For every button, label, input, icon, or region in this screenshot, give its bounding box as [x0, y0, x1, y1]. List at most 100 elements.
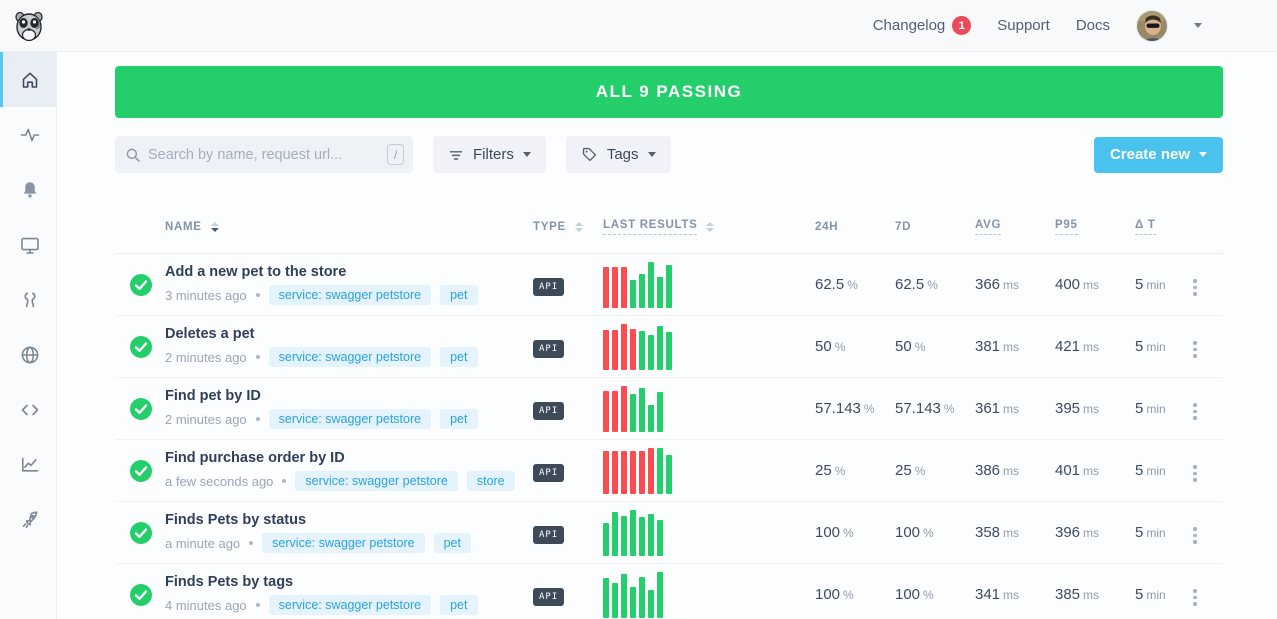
column-header-delta-t[interactable]: Δ T: [1123, 219, 1187, 235]
check-name[interactable]: Add a new pet to the store: [165, 264, 347, 280]
sidebar-item-wrench[interactable]: [0, 272, 56, 327]
account-menu-caret-icon[interactable]: [1194, 23, 1202, 28]
result-bar-red[interactable]: [648, 447, 654, 494]
tag-badge[interactable]: pet: [440, 595, 478, 615]
user-avatar[interactable]: [1136, 9, 1168, 42]
table-row[interactable]: Deletes a pet 2 minutes ago service: swa…: [115, 316, 1223, 378]
table-row[interactable]: Add a new pet to the store 3 minutes ago…: [115, 254, 1223, 316]
result-bar-green[interactable]: [603, 577, 609, 618]
tag-badge[interactable]: service: swagger petstore: [268, 347, 432, 367]
check-name[interactable]: Finds Pets by tags: [165, 574, 294, 590]
sidebar-item-home[interactable]: [0, 52, 56, 107]
result-bar-green[interactable]: [657, 519, 663, 556]
result-bar-green[interactable]: [621, 574, 627, 618]
sidebar-item-activity[interactable]: [0, 107, 56, 162]
result-bar-green[interactable]: [648, 404, 654, 432]
table-row[interactable]: Finds Pets by status a minute ago servic…: [115, 502, 1223, 564]
sidebar-item-code[interactable]: [0, 382, 56, 437]
result-bar-red[interactable]: [639, 451, 645, 494]
row-menu-button[interactable]: [1187, 585, 1203, 610]
table-row[interactable]: Finds Pets by tags 4 minutes ago service…: [115, 564, 1223, 619]
result-bar-green[interactable]: [639, 330, 645, 370]
last-results-chart[interactable]: [603, 509, 803, 556]
result-bar-red[interactable]: [603, 451, 609, 494]
tag-badge[interactable]: store: [466, 471, 515, 491]
tag-badge[interactable]: pet: [440, 285, 478, 305]
tag-badge[interactable]: service: swagger petstore: [268, 595, 432, 615]
result-bar-red[interactable]: [603, 267, 609, 308]
result-bar-red[interactable]: [612, 451, 618, 494]
result-bar-red[interactable]: [603, 391, 609, 432]
row-menu-button[interactable]: [1187, 275, 1203, 300]
result-bar-green[interactable]: [657, 277, 663, 308]
sidebar-item-bell[interactable]: [0, 162, 56, 217]
row-menu-button[interactable]: [1187, 399, 1203, 424]
result-bar-green[interactable]: [657, 571, 663, 618]
result-bar-green[interactable]: [639, 577, 645, 618]
check-name[interactable]: Deletes a pet: [165, 326, 255, 342]
tag-badge[interactable]: pet: [440, 347, 478, 367]
table-row[interactable]: Find purchase order by ID a few seconds …: [115, 440, 1223, 502]
result-bar-green[interactable]: [621, 515, 627, 556]
result-bar-red[interactable]: [621, 385, 627, 432]
table-row[interactable]: Find pet by ID 2 minutes ago service: sw…: [115, 378, 1223, 440]
result-bar-green[interactable]: [630, 587, 636, 618]
result-bar-red[interactable]: [630, 451, 636, 494]
result-bar-green[interactable]: [639, 516, 645, 556]
result-bar-red[interactable]: [630, 329, 636, 370]
sidebar-item-monitor[interactable]: [0, 217, 56, 272]
result-bar-green[interactable]: [648, 261, 654, 308]
result-bar-red[interactable]: [621, 451, 627, 494]
tag-badge[interactable]: pet: [433, 533, 471, 553]
result-bar-green[interactable]: [666, 331, 672, 370]
row-menu-button[interactable]: [1187, 523, 1203, 548]
create-new-button[interactable]: Create new: [1093, 136, 1223, 173]
nav-changelog[interactable]: Changelog 1: [873, 16, 972, 35]
nav-docs[interactable]: Docs: [1076, 17, 1110, 34]
result-bar-red[interactable]: [612, 267, 618, 308]
tag-badge[interactable]: pet: [440, 409, 478, 429]
column-header-last-results[interactable]: LAST RESULTS: [603, 219, 803, 235]
result-bar-green[interactable]: [648, 514, 654, 556]
sidebar-item-rocket[interactable]: [0, 492, 56, 547]
result-bar-green[interactable]: [648, 589, 654, 618]
result-bar-green[interactable]: [657, 448, 663, 494]
sidebar-item-globe[interactable]: [0, 327, 56, 382]
result-bar-red[interactable]: [621, 267, 627, 308]
tag-badge[interactable]: service: swagger petstore: [268, 285, 432, 305]
check-name[interactable]: Finds Pets by status: [165, 512, 307, 528]
last-results-chart[interactable]: [603, 571, 803, 618]
result-bar-green[interactable]: [666, 265, 672, 308]
check-name[interactable]: Find pet by ID: [165, 388, 261, 404]
last-results-chart[interactable]: [603, 261, 803, 308]
check-name[interactable]: Find purchase order by ID: [165, 450, 345, 466]
tag-badge[interactable]: service: swagger petstore: [262, 533, 425, 553]
last-results-chart[interactable]: [603, 323, 803, 370]
result-bar-green[interactable]: [612, 582, 618, 618]
column-header-type[interactable]: TYPE: [533, 221, 603, 233]
result-bar-red[interactable]: [612, 329, 618, 370]
result-bar-green[interactable]: [630, 509, 636, 556]
result-bar-green[interactable]: [630, 393, 636, 432]
tag-badge[interactable]: service: swagger petstore: [295, 471, 458, 491]
sidebar-item-chart[interactable]: [0, 437, 56, 492]
result-bar-green[interactable]: [648, 334, 654, 370]
tags-button[interactable]: Tags: [565, 136, 671, 173]
column-header-name[interactable]: NAME: [165, 221, 533, 233]
row-menu-button[interactable]: [1187, 337, 1203, 362]
result-bar-green[interactable]: [657, 326, 663, 370]
result-bar-red[interactable]: [612, 391, 618, 432]
app-logo[interactable]: [12, 9, 46, 43]
row-menu-button[interactable]: [1187, 461, 1203, 486]
result-bar-green[interactable]: [639, 274, 645, 308]
last-results-chart[interactable]: [603, 447, 803, 494]
search-input[interactable]: [148, 146, 380, 163]
result-bar-green[interactable]: [630, 279, 636, 308]
result-bar-green[interactable]: [612, 512, 618, 556]
tag-badge[interactable]: service: swagger petstore: [268, 409, 432, 429]
result-bar-green[interactable]: [657, 391, 663, 432]
result-bar-green[interactable]: [639, 388, 645, 432]
filters-button[interactable]: Filters: [433, 136, 546, 173]
column-header-p95[interactable]: P95: [1043, 219, 1123, 235]
last-results-chart[interactable]: [603, 385, 803, 432]
